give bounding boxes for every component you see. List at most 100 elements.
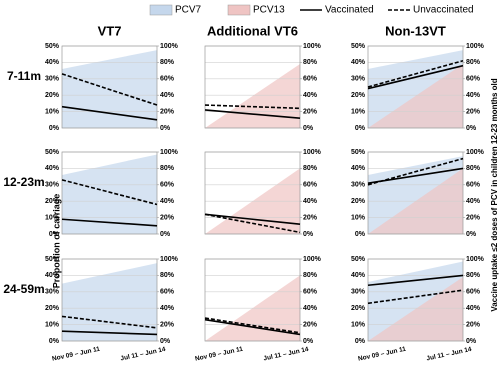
y2-tick-label: 80% bbox=[303, 272, 318, 279]
y-tick-label: 40% bbox=[45, 59, 60, 66]
y2-axis-label: Vaccine uptake ≤2 doses of PCV in childr… bbox=[490, 78, 499, 311]
y-tick-label: 50% bbox=[351, 149, 366, 156]
y2-tick-label: 40% bbox=[160, 305, 175, 312]
y-tick-label: 10% bbox=[45, 108, 60, 115]
y2-tick-label: 60% bbox=[466, 182, 481, 189]
y-tick-label: 20% bbox=[45, 305, 60, 312]
y2-tick-label: 80% bbox=[466, 59, 481, 66]
y-tick-label: 30% bbox=[45, 76, 60, 83]
y2-tick-label: 0% bbox=[160, 338, 171, 345]
y-tick-label: 10% bbox=[351, 214, 366, 221]
pcv13-area bbox=[368, 277, 463, 341]
y2-tick-label: 60% bbox=[160, 182, 175, 189]
row-label: 7-11m bbox=[7, 69, 41, 83]
y2-tick-label: 100% bbox=[466, 149, 485, 156]
vaccinated-line bbox=[61, 218, 158, 227]
y2-tick-label: 20% bbox=[160, 214, 175, 221]
y-tick-label: 20% bbox=[45, 198, 60, 205]
unvaccinated-line bbox=[204, 104, 301, 110]
panel-frame bbox=[61, 151, 158, 235]
legend-label: PCV7 bbox=[175, 5, 202, 16]
y2-tick-label: 60% bbox=[303, 76, 318, 83]
unvaccinated-line bbox=[204, 317, 301, 334]
row-label: 24-59m bbox=[3, 282, 44, 296]
y2-tick-label: 80% bbox=[466, 272, 481, 279]
panel-frame bbox=[61, 258, 158, 342]
y2-tick-label: 100% bbox=[303, 256, 322, 263]
y-tick-label: 20% bbox=[45, 92, 60, 99]
column-title: Additional VT6 bbox=[207, 23, 298, 38]
y-tick-label: 30% bbox=[45, 182, 60, 189]
y2-tick-label: 40% bbox=[466, 198, 481, 205]
y-tick-label: 40% bbox=[351, 165, 366, 172]
y2-tick-label: 20% bbox=[466, 108, 481, 115]
panel-frame bbox=[61, 45, 158, 129]
unvaccinated-line bbox=[61, 73, 158, 106]
y2-tick-label: 20% bbox=[160, 321, 175, 328]
y2-tick-label: 0% bbox=[303, 125, 314, 132]
row-label: 12-23m bbox=[3, 175, 44, 189]
y-axis-label: Proportion of carriage bbox=[51, 194, 61, 289]
y2-tick-label: 80% bbox=[160, 272, 175, 279]
y2-tick-label: 40% bbox=[303, 305, 318, 312]
column-title: Non-13VT bbox=[385, 23, 446, 38]
y-tick-label: 40% bbox=[45, 165, 60, 172]
y2-tick-label: 20% bbox=[466, 214, 481, 221]
y2-tick-label: 60% bbox=[466, 289, 481, 296]
y-tick-label: 50% bbox=[45, 43, 60, 50]
y2-tick-label: 60% bbox=[303, 289, 318, 296]
y-tick-label: 40% bbox=[45, 272, 60, 279]
y2-tick-label: 40% bbox=[466, 305, 481, 312]
y2-tick-label: 20% bbox=[466, 321, 481, 328]
y2-tick-label: 0% bbox=[160, 231, 171, 238]
y-tick-label: 0% bbox=[355, 231, 366, 238]
y-tick-label: 0% bbox=[355, 338, 366, 345]
legend-label: Vaccinated bbox=[325, 5, 374, 16]
unvaccinated-line bbox=[367, 289, 464, 305]
y-tick-label: 50% bbox=[45, 149, 60, 156]
panel-frame bbox=[204, 45, 301, 129]
y2-tick-label: 0% bbox=[466, 125, 477, 132]
y2-tick-label: 20% bbox=[303, 321, 318, 328]
y-tick-label: 50% bbox=[351, 43, 366, 50]
y2-tick-label: 40% bbox=[160, 92, 175, 99]
pcv7-area bbox=[62, 154, 157, 234]
y2-tick-label: 40% bbox=[160, 198, 175, 205]
y-tick-label: 40% bbox=[351, 272, 366, 279]
vaccinated-line bbox=[204, 318, 301, 336]
y2-tick-label: 60% bbox=[303, 182, 318, 189]
y-tick-label: 30% bbox=[351, 76, 366, 83]
column-title: VT7 bbox=[98, 23, 122, 38]
panel-frame bbox=[204, 258, 301, 342]
panel-frame bbox=[367, 151, 464, 235]
unvaccinated-line bbox=[367, 59, 464, 88]
vaccinated-line bbox=[367, 64, 464, 90]
y-tick-label: 10% bbox=[351, 321, 366, 328]
y2-tick-label: 100% bbox=[303, 149, 322, 156]
y-tick-label: 50% bbox=[45, 256, 60, 263]
y-tick-label: 20% bbox=[351, 305, 366, 312]
vaccinated-line bbox=[367, 274, 464, 287]
y-tick-label: 50% bbox=[351, 256, 366, 263]
y2-tick-label: 0% bbox=[303, 338, 314, 345]
y2-tick-label: 80% bbox=[160, 165, 175, 172]
vaccinated-line bbox=[61, 105, 158, 121]
y2-tick-label: 20% bbox=[160, 108, 175, 115]
y2-tick-label: 0% bbox=[303, 231, 314, 238]
y-tick-label: 0% bbox=[49, 231, 60, 238]
y2-tick-label: 100% bbox=[466, 256, 485, 263]
y2-tick-label: 100% bbox=[303, 43, 322, 50]
y-tick-label: 10% bbox=[45, 321, 60, 328]
unvaccinated-line bbox=[61, 179, 158, 206]
y2-tick-label: 100% bbox=[160, 149, 179, 156]
y2-tick-label: 0% bbox=[466, 338, 477, 345]
y2-tick-label: 100% bbox=[160, 43, 179, 50]
y2-tick-label: 20% bbox=[303, 108, 318, 115]
unvaccinated-line bbox=[61, 315, 158, 329]
y2-tick-label: 80% bbox=[160, 59, 175, 66]
y-tick-label: 40% bbox=[351, 59, 366, 66]
vaccinated-line bbox=[204, 109, 301, 119]
y2-tick-label: 80% bbox=[303, 165, 318, 172]
y2-tick-label: 60% bbox=[160, 289, 175, 296]
